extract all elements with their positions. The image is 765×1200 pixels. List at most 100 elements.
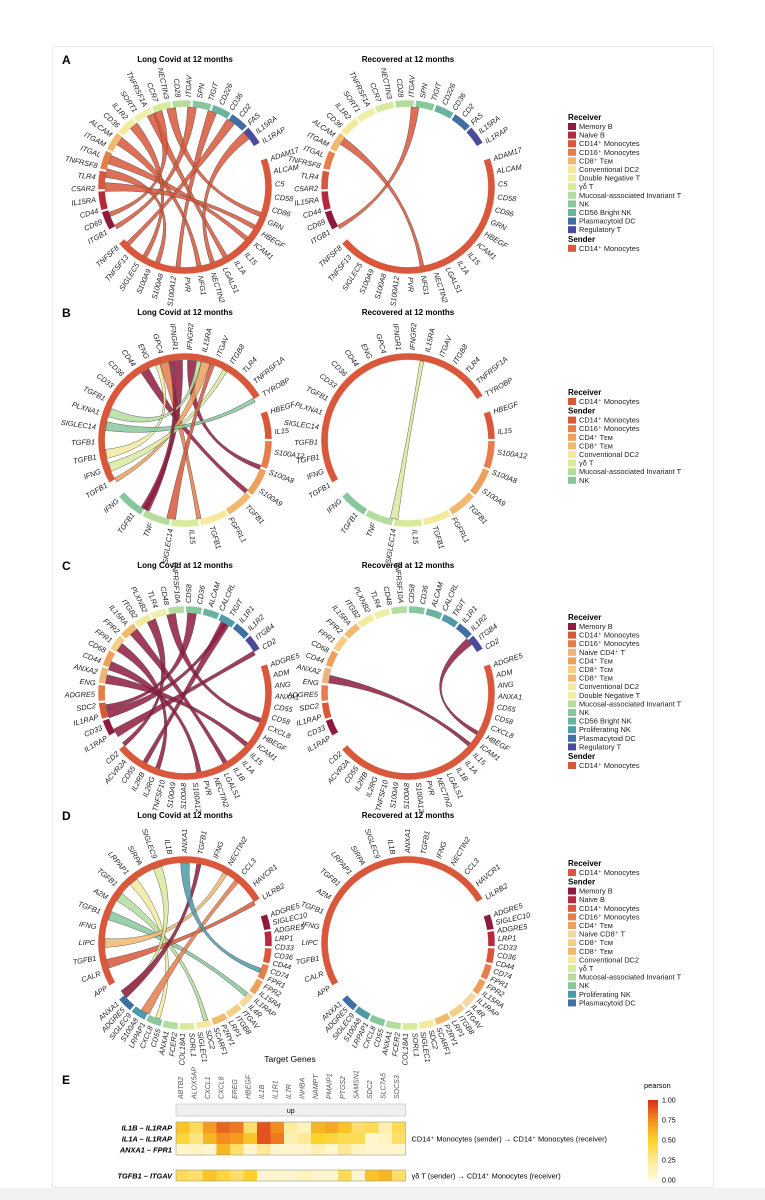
colorbar-tick: 0.75 xyxy=(662,1118,676,1125)
legend-swatch xyxy=(568,425,576,433)
receiver-arc xyxy=(451,113,471,132)
legend-swatch xyxy=(568,123,576,130)
sender-arc xyxy=(118,994,135,1011)
receiver-arc xyxy=(97,190,109,211)
sender-arc xyxy=(264,930,273,947)
receiver-gene-label: TGFB1 xyxy=(419,830,432,855)
sender-arc xyxy=(260,410,273,440)
receiver-gene-label: GPC4 xyxy=(374,333,388,355)
receiver-arc xyxy=(106,132,123,153)
receiver-arc xyxy=(202,607,220,620)
sender-gene-label: CD86 xyxy=(494,205,515,219)
receiver-gene-label: CD36 xyxy=(329,358,349,378)
legend-item: CD8⁺ Tᴄᴍ xyxy=(579,665,613,674)
receiver-gene-label: C5AR2 xyxy=(294,184,318,193)
sender-gene-label: ADM xyxy=(494,667,514,679)
chord-link xyxy=(105,363,167,459)
legend-swatch xyxy=(568,648,576,656)
sender-gene-label: S100A12 xyxy=(274,448,305,461)
long-covid-chord: Long Covid at 12 monthsTGFB1IFNGTGFB1TGF… xyxy=(60,308,305,564)
legend-item: CD8⁺ Tᴄᴍ xyxy=(579,938,613,947)
sender-gene-label: IL15 xyxy=(410,529,420,545)
legend-swatch xyxy=(568,217,576,225)
sender-gene-label: CD36 xyxy=(497,951,518,963)
heatmap-cell xyxy=(311,1133,325,1144)
receiver-gene-label: SIGLEC14 xyxy=(60,418,96,432)
legend-item: Naive B xyxy=(579,131,605,140)
receiver-arc xyxy=(133,107,154,123)
sender-gene-label: FCER2 xyxy=(390,1032,402,1057)
receiver-arc xyxy=(167,605,185,615)
chord-link xyxy=(340,137,425,267)
legend-swatch xyxy=(568,442,576,450)
sender-gene-label: S100A8 xyxy=(402,782,411,809)
receiver-arc xyxy=(325,650,339,668)
chord-link xyxy=(142,621,230,764)
sender-gene-label: S100A12 xyxy=(414,782,426,813)
chord-link xyxy=(140,360,177,512)
chord-link xyxy=(104,182,256,230)
legend-item: Regulatory T xyxy=(579,742,622,751)
chord-link xyxy=(108,661,202,773)
heatmap-cell xyxy=(243,1133,257,1144)
legend-item: Proliferating NK xyxy=(579,990,631,999)
legend-item: Memory B xyxy=(579,622,613,631)
legend-item: Naive CD4⁺ T xyxy=(579,648,626,657)
receiver-gene-label: CALR xyxy=(303,969,325,984)
receiver-gene-label: CD36 xyxy=(106,358,126,378)
chord-link xyxy=(114,106,197,230)
legend-item: Plasmacytoid DC xyxy=(579,217,636,226)
heatmap-cell xyxy=(216,1122,230,1133)
chord-title: Long Covid at 12 months xyxy=(137,561,233,570)
receiver-gene-label: SDC2 xyxy=(76,701,97,713)
sender-gene-label: S100A12 xyxy=(191,782,203,813)
legend-item: CD14⁺ Monocytes xyxy=(579,139,640,148)
receiver-gene-label: CD33 xyxy=(318,371,339,390)
receiver-gene-label: CD44 xyxy=(343,348,361,369)
legend-swatch xyxy=(568,743,576,751)
sender-arc xyxy=(262,947,273,964)
long-covid-chord: Long Covid at 12 monthsITGB1CD69CD44IL15… xyxy=(64,55,301,307)
legend-item: Memory B xyxy=(579,887,613,896)
receiver-gene-label: IFNG xyxy=(305,467,325,482)
receiver-gene-label: TGFB1 xyxy=(71,437,95,447)
receiver-gene-label: IFNG xyxy=(82,467,102,482)
panel-label: C xyxy=(62,559,71,573)
sender-gene-label: IL15 xyxy=(243,250,260,267)
receiver-gene-label: LILRB2 xyxy=(483,881,509,901)
legend-item: NK xyxy=(579,476,589,485)
chord-link xyxy=(337,106,420,229)
sender-arc xyxy=(225,1003,243,1019)
receiver-gene-label: C5AR2 xyxy=(71,184,95,193)
receiver-gene-label: CD36 xyxy=(418,584,430,605)
legend-swatch xyxy=(568,956,576,964)
sender-gene-label: IL15 xyxy=(187,529,197,545)
receiver-gene-label: ADGRE5 xyxy=(64,690,96,700)
chord-title: Long Covid at 12 months xyxy=(137,55,233,64)
legend-item: CD16⁺ Monocytes xyxy=(579,424,640,433)
receiver-gene-label: ANXA1 xyxy=(403,829,412,854)
chord-link xyxy=(108,110,168,217)
legend-item: CD4⁺ Tᴇᴍ xyxy=(579,433,613,442)
heatmap-col-label: NAMPT xyxy=(313,1074,320,1099)
legend-swatch xyxy=(568,631,576,639)
legend-swatch xyxy=(568,200,576,208)
sender-gene-label: CD44 xyxy=(495,959,515,972)
chord-link xyxy=(108,155,248,241)
sender-gene-label: NFG1 xyxy=(419,275,431,296)
heatmap-row-label: TGFB1 – ITGAV xyxy=(118,1172,174,1181)
legend-item: Conventional DC2 xyxy=(579,450,639,459)
sender-gene-label: COL18A1 xyxy=(177,1033,187,1066)
figure-frame xyxy=(52,46,714,1188)
receiver-gene-label: TNFRSF10A xyxy=(393,561,406,604)
sender-gene-label: CD36 xyxy=(274,951,295,963)
sender-gene-label: ADGRE5 xyxy=(496,922,529,935)
heatmap-cell xyxy=(176,1133,190,1144)
heatmap-cell xyxy=(284,1133,298,1144)
heatmap-cell xyxy=(284,1122,298,1133)
sender-gene-label: ADM xyxy=(271,667,291,679)
receiver-arc xyxy=(390,605,408,615)
panel-label: E xyxy=(62,1073,70,1087)
receiver-arc xyxy=(97,352,261,483)
legend-item: Naive B xyxy=(579,895,605,904)
